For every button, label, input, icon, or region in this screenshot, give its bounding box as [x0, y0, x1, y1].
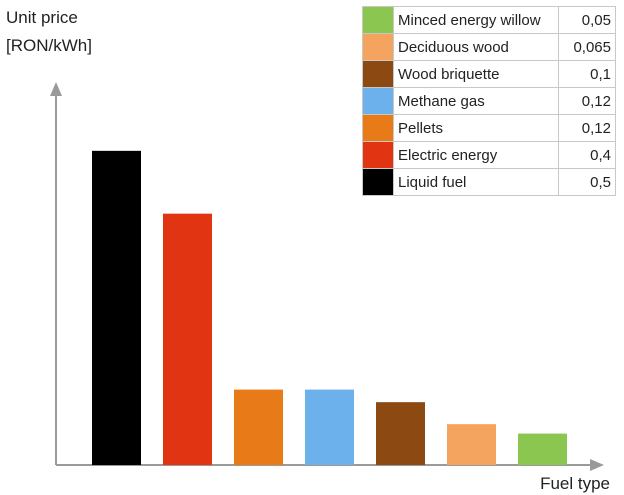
- legend-value-deciduous-wood: 0,065: [558, 33, 616, 61]
- legend-label-deciduous-wood: Deciduous wood: [393, 33, 559, 61]
- y-axis-label-line-2: [RON/kWh]: [6, 36, 92, 55]
- legend-row-methane-gas: Methane gas 0,12: [362, 87, 616, 115]
- legend-swatch-minced-energy-willow: [362, 6, 394, 34]
- x-axis-label: Fuel type: [540, 474, 610, 493]
- bar-minced-energy-willow: [518, 433, 567, 465]
- bar-methane-gas: [305, 389, 354, 465]
- legend-swatch-wood-briquette: [362, 60, 394, 88]
- legend-value-liquid-fuel: 0,5: [558, 168, 616, 196]
- legend-label-methane-gas: Methane gas: [393, 87, 559, 115]
- legend-label-electric-energy: Electric energy: [393, 141, 559, 169]
- legend-swatch-methane-gas: [362, 87, 394, 115]
- legend-row-minced-energy-willow: Minced energy willow 0,05: [362, 6, 616, 34]
- bar-pellets: [234, 389, 283, 465]
- legend-value-wood-briquette: 0,1: [558, 60, 616, 88]
- legend-value-electric-energy: 0,4: [558, 141, 616, 169]
- legend-table: Minced energy willow 0,05 Deciduous wood 0,…: [362, 6, 616, 196]
- legend-value-methane-gas: 0,12: [558, 87, 616, 115]
- legend-swatch-electric-energy: [362, 141, 394, 169]
- bar-deciduous-wood: [447, 424, 496, 465]
- bar-wood-briquette: [376, 402, 425, 465]
- legend-value-pellets: 0,12: [558, 114, 616, 142]
- legend-value-minced-energy-willow: 0,05: [558, 6, 616, 34]
- bar-liquid-fuel: [92, 150, 141, 466]
- legend-row-liquid-fuel: Liquid fuel 0,5: [362, 168, 616, 196]
- legend-swatch-liquid-fuel: [362, 168, 394, 196]
- legend-label-minced-energy-willow: Minced energy willow: [393, 6, 559, 34]
- legend-row-deciduous-wood: Deciduous wood 0,065: [362, 33, 616, 61]
- y-axis-label-line-1: Unit price: [6, 8, 78, 27]
- legend-swatch-pellets: [362, 114, 394, 142]
- y-axis-arrow: [50, 82, 62, 96]
- legend-label-liquid-fuel: Liquid fuel: [393, 168, 559, 196]
- legend-row-wood-briquette: Wood briquette 0,1: [362, 60, 616, 88]
- x-axis-arrow: [590, 459, 604, 471]
- legend-row-pellets: Pellets 0,12: [362, 114, 616, 142]
- bar-electric-energy: [163, 213, 212, 465]
- legend-label-wood-briquette: Wood briquette: [393, 60, 559, 88]
- legend-swatch-deciduous-wood: [362, 33, 394, 61]
- legend-row-electric-energy: Electric energy 0,4: [362, 141, 616, 169]
- legend-label-pellets: Pellets: [393, 114, 559, 142]
